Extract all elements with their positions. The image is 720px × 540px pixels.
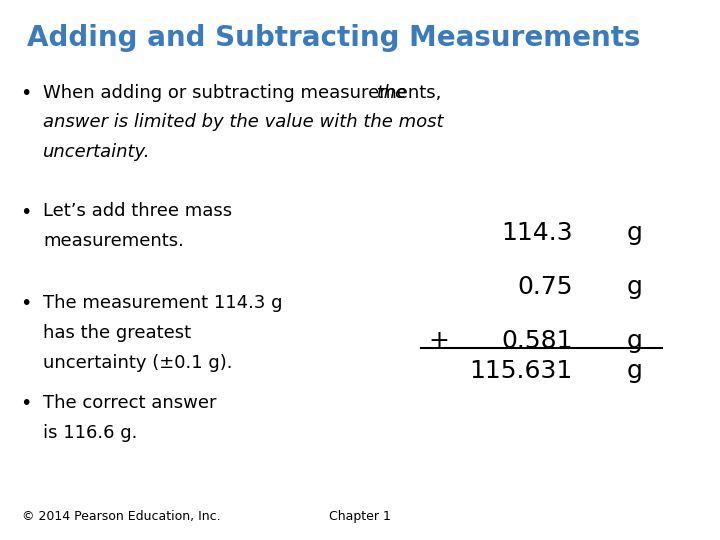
Text: is 116.6 g.: is 116.6 g. <box>43 424 138 442</box>
Text: When adding or subtracting measurements,: When adding or subtracting measurements, <box>43 84 441 102</box>
Text: g: g <box>626 221 642 245</box>
Text: the: the <box>371 84 406 102</box>
Text: +: + <box>428 329 449 353</box>
Text: Adding and Subtracting Measurements: Adding and Subtracting Measurements <box>27 24 641 52</box>
Text: has the greatest: has the greatest <box>43 324 192 342</box>
Text: 0.581: 0.581 <box>501 329 572 353</box>
Text: © 2014 Pearson Education, Inc.: © 2014 Pearson Education, Inc. <box>22 510 220 523</box>
Text: •: • <box>20 294 32 313</box>
Text: g: g <box>626 359 642 383</box>
Text: g: g <box>626 275 642 299</box>
Text: The correct answer: The correct answer <box>43 394 217 412</box>
Text: The measurement 114.3 g: The measurement 114.3 g <box>43 294 283 312</box>
Text: •: • <box>20 202 32 221</box>
Text: 0.75: 0.75 <box>517 275 572 299</box>
Text: uncertainty.: uncertainty. <box>43 143 150 161</box>
Text: 114.3: 114.3 <box>501 221 572 245</box>
Text: •: • <box>20 394 32 413</box>
Text: g: g <box>626 329 642 353</box>
Text: Let’s add three mass: Let’s add three mass <box>43 202 233 220</box>
Text: uncertainty (±0.1 g).: uncertainty (±0.1 g). <box>43 354 233 372</box>
Text: 115.631: 115.631 <box>469 359 572 383</box>
Text: answer is limited by the value with the most: answer is limited by the value with the … <box>43 113 444 131</box>
Text: measurements.: measurements. <box>43 232 184 250</box>
Text: •: • <box>20 84 32 103</box>
Text: Chapter 1: Chapter 1 <box>329 510 391 523</box>
